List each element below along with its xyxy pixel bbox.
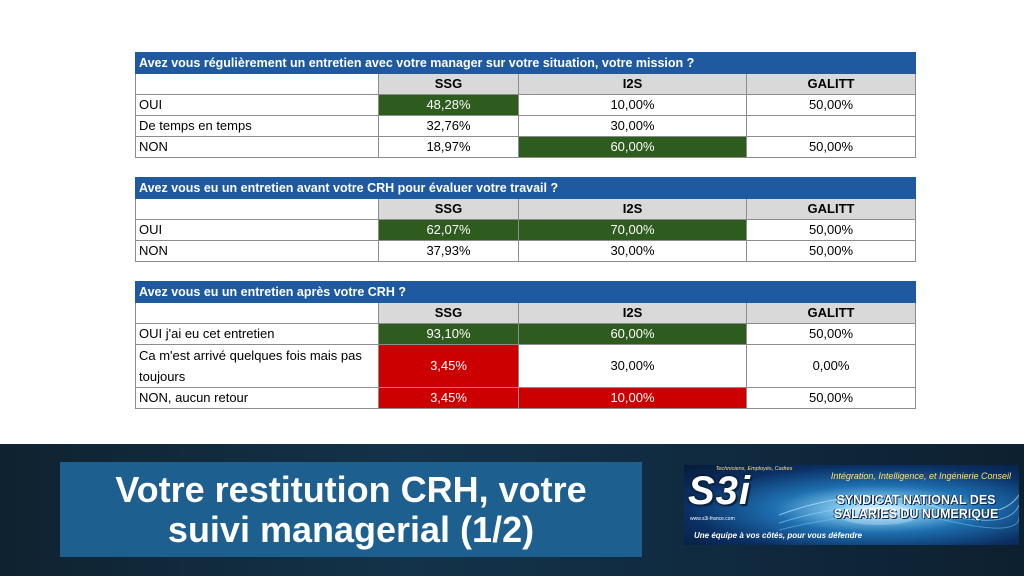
s3i-logo: Techniciens, Employés, Cadres S3i www.s3… (684, 465, 1019, 545)
cell-value: 10,00% (518, 94, 747, 116)
column-header-galitt: GALITT (745, 73, 917, 95)
row-label: Ca m'est arrivé quelques fois mais pas t… (135, 344, 379, 388)
logo-swirl-graphic (779, 494, 1019, 531)
survey-table-pre-crh-meeting: Avez vous eu un entretien avant votre CR… (134, 177, 917, 262)
column-header-ssg: SSG (378, 198, 519, 220)
logo-union-line-1: SYNDICAT NATIONAL DES (836, 493, 996, 507)
table-row: NON 37,93% 30,00% 50,00% (135, 240, 917, 262)
slide-title-line-1: Votre restitution CRH, votre (115, 468, 587, 510)
cell-value: 32,76% (378, 115, 519, 137)
cell-value (745, 115, 917, 137)
cell-value: 50,00% (745, 323, 917, 345)
column-header-galitt: GALITT (745, 198, 917, 220)
survey-table-post-crh-meeting: Avez vous eu un entretien après votre CR… (134, 281, 917, 409)
cell-value: 3,45% (378, 344, 519, 388)
header-blank (135, 198, 379, 220)
cell-value: 30,00% (518, 240, 747, 262)
cell-value: 48,28% (378, 94, 519, 116)
cell-value: 3,45% (378, 387, 519, 409)
logo-brand: S3i (688, 469, 752, 513)
row-label: OUI (135, 94, 379, 116)
row-label: NON (135, 136, 379, 158)
cell-value: 37,93% (378, 240, 519, 262)
column-header-i2s: I2S (518, 302, 747, 324)
column-header-ssg: SSG (378, 302, 519, 324)
table-row: De temps en temps 32,76% 30,00% (135, 115, 917, 137)
column-header-i2s: I2S (518, 198, 747, 220)
cell-value: 50,00% (745, 136, 917, 158)
table-row: NON, aucun retour 3,45% 10,00% 50,00% (135, 387, 917, 409)
column-header-ssg: SSG (378, 73, 519, 95)
question-header: Avez vous eu un entretien après votre CR… (134, 281, 917, 303)
cell-value: 50,00% (745, 94, 917, 116)
cell-value: 60,00% (518, 136, 747, 158)
logo-url: www.s3i-france.com (690, 516, 735, 522)
cell-value: 50,00% (745, 240, 917, 262)
question-header: Avez vous eu un entretien avant votre CR… (134, 177, 917, 199)
cell-value: 60,00% (518, 323, 747, 345)
logo-services: Intégration, Intelligence, et Ingénierie… (830, 471, 1011, 481)
slide-title: Votre restitution CRH, votre suivi manag… (60, 462, 642, 557)
logo-union-name: SYNDICAT NATIONAL DES SALARIES DU NUMERI… (816, 493, 1016, 521)
cell-value: 70,00% (518, 219, 747, 241)
cell-value: 50,00% (745, 387, 917, 409)
table-row: OUI j'ai eu cet entretien 93,10% 60,00% … (135, 323, 917, 345)
cell-value: 10,00% (518, 387, 747, 409)
row-label: NON, aucun retour (135, 387, 379, 409)
cell-value: 62,07% (378, 219, 519, 241)
header-blank (135, 73, 379, 95)
table-row: OUI 48,28% 10,00% 50,00% (135, 94, 917, 116)
logo-slogan: Une équipe à vos côtés, pour vous défend… (694, 531, 863, 540)
cell-value: 0,00% (745, 344, 917, 388)
column-header-galitt: GALITT (745, 302, 917, 324)
row-label: De temps en temps (135, 115, 379, 137)
slide-title-line-2: suivi managerial (1/2) (167, 508, 535, 550)
row-label: OUI (135, 219, 379, 241)
row-label: OUI j'ai eu cet entretien (135, 323, 379, 345)
question-header: Avez vous régulièrement un entretien ave… (134, 52, 917, 74)
table-row: NON 18,97% 60,00% 50,00% (135, 136, 917, 158)
table-row: Ca m'est arrivé quelques fois mais pas t… (135, 344, 917, 388)
row-label: NON (135, 240, 379, 262)
cell-value: 30,00% (518, 115, 747, 137)
cell-value: 93,10% (378, 323, 519, 345)
cell-value: 30,00% (518, 344, 747, 388)
cell-value: 50,00% (745, 219, 917, 241)
survey-table-manager-meeting: Avez vous régulièrement un entretien ave… (134, 52, 917, 158)
table-row: OUI 62,07% 70,00% 50,00% (135, 219, 917, 241)
column-header-i2s: I2S (518, 73, 747, 95)
logo-tagline-top: Techniciens, Employés, Cadres (715, 466, 793, 472)
header-blank (135, 302, 379, 324)
logo-union-line-2: SALARIES DU NUMERIQUE (833, 507, 999, 521)
cell-value: 18,97% (378, 136, 519, 158)
